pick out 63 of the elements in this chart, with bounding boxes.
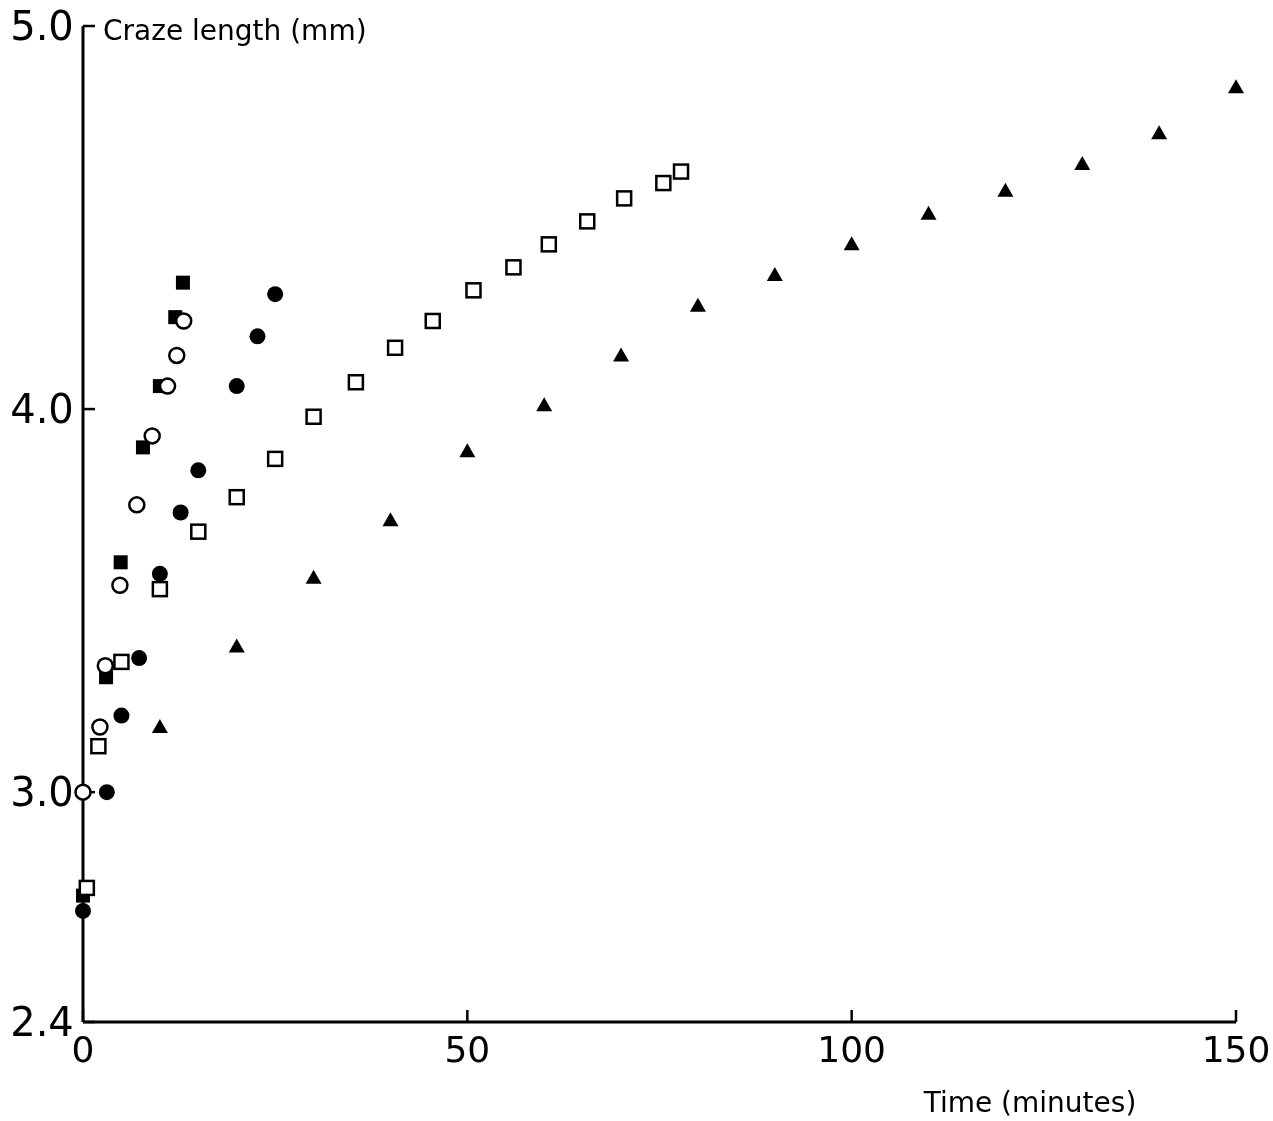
point — [689, 297, 706, 312]
point — [78, 879, 96, 897]
x-tick-label: 0 — [71, 1029, 95, 1070]
point — [190, 523, 207, 540]
point — [75, 902, 91, 919]
point — [1228, 79, 1244, 94]
point — [175, 275, 190, 290]
point — [98, 784, 115, 801]
point — [168, 346, 186, 365]
point — [151, 719, 168, 734]
point — [113, 707, 130, 724]
x-tick-label: 50 — [444, 1029, 491, 1070]
x-tick-label: 100 — [817, 1029, 887, 1070]
point — [1074, 155, 1091, 170]
point — [151, 580, 169, 598]
point — [305, 408, 322, 425]
point — [465, 282, 482, 299]
point — [113, 653, 130, 671]
point — [540, 236, 558, 253]
point — [766, 267, 783, 281]
point — [267, 286, 284, 303]
point — [174, 312, 193, 330]
point — [347, 374, 365, 391]
point — [672, 163, 690, 180]
point — [135, 440, 150, 455]
point — [111, 576, 129, 595]
point — [90, 737, 107, 755]
point — [505, 259, 522, 276]
y-tick-label: 3.0 — [10, 769, 74, 816]
point — [143, 427, 161, 445]
y-tick-label: 2.4 — [10, 999, 74, 1045]
point — [172, 504, 189, 521]
x-tick-label: 150 — [1201, 1029, 1271, 1070]
y-tick-label: 4.0 — [10, 386, 74, 433]
y-axis-title: Craze length (mm) — [103, 14, 367, 47]
point — [74, 783, 92, 801]
point — [128, 496, 146, 514]
point — [151, 565, 168, 582]
point — [655, 174, 672, 192]
point — [228, 378, 245, 395]
point — [424, 312, 441, 330]
point — [613, 347, 630, 362]
point — [266, 450, 284, 468]
point — [113, 555, 128, 570]
point — [920, 205, 937, 220]
point — [536, 397, 553, 412]
point — [615, 190, 633, 207]
point — [1151, 125, 1168, 140]
point — [228, 488, 245, 506]
x-axis-title: Time (minutes) — [922, 1086, 1137, 1119]
point — [997, 182, 1014, 197]
point — [843, 236, 860, 251]
point — [386, 339, 404, 357]
point — [305, 569, 322, 584]
point — [131, 650, 148, 667]
y-tick-label: 5.0 — [10, 3, 74, 49]
point — [459, 443, 476, 458]
point — [190, 462, 207, 479]
point — [91, 718, 109, 736]
point — [579, 213, 596, 230]
point — [249, 328, 266, 345]
point — [382, 512, 399, 527]
point — [228, 638, 245, 653]
